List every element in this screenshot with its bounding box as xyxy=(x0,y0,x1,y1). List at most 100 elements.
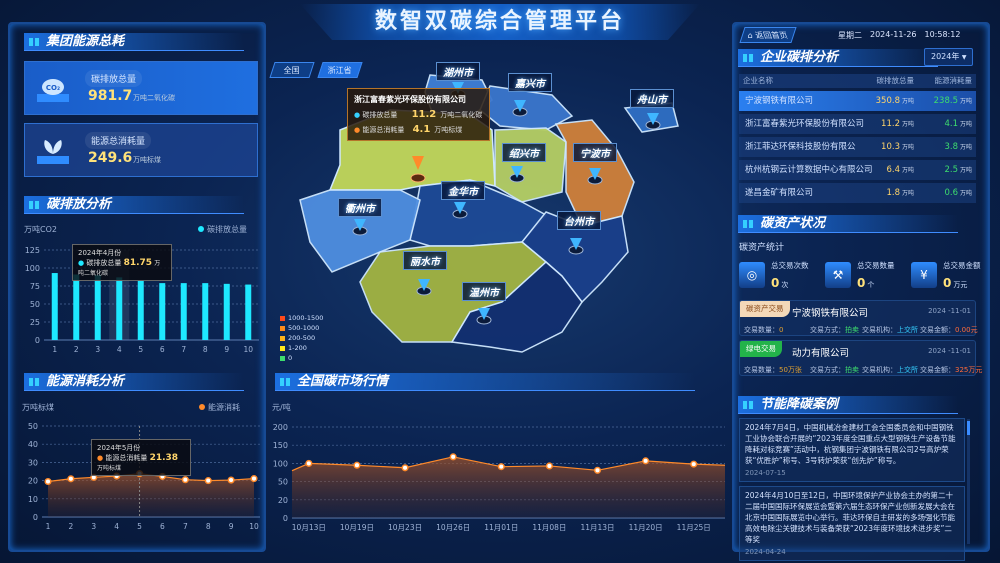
bar[interactable] xyxy=(116,277,123,340)
trade-date: 2024 -11-01 xyxy=(928,347,971,355)
data-point[interactable] xyxy=(305,459,313,467)
map-region[interactable] xyxy=(494,127,567,203)
map-region[interactable] xyxy=(450,260,583,353)
unit: 万吨 xyxy=(959,190,972,197)
city-label[interactable]: 嘉兴市 xyxy=(508,73,552,92)
home-button[interactable]: ⌂ 返回首页 xyxy=(739,27,797,43)
bar[interactable] xyxy=(73,274,80,340)
y-tick-label: 50 xyxy=(278,478,288,487)
x-tick-label: 7 xyxy=(181,345,186,354)
legend-swatch xyxy=(280,345,285,351)
trade-company: 动力有限公司 xyxy=(792,348,850,359)
y-tick-label: 20 xyxy=(28,477,38,486)
bar[interactable] xyxy=(137,280,144,340)
table-row[interactable]: 宁波钢铁有限公司 350.8 万吨 238.5 万吨 xyxy=(739,91,976,111)
x-tick-label: 10月19日 xyxy=(340,523,374,532)
city-label[interactable]: 宁波市 xyxy=(573,143,617,162)
data-point[interactable] xyxy=(353,461,361,469)
case-date: 2024-07-15 xyxy=(745,469,786,477)
city-label[interactable]: 湖州市 xyxy=(436,62,480,81)
table-row[interactable]: 杭州杭钢云计算数据中心有限公司 6.4 万吨 2.5 万吨 xyxy=(739,160,976,180)
trade-card[interactable]: 绿电交易 动力有限公司 2024 -11-01 交易数量：50万张 交易方式：拍… xyxy=(739,340,982,376)
tooltip-unit: 万吨二氧化碳 xyxy=(78,260,161,277)
bar[interactable] xyxy=(159,283,166,340)
x-tick-label: 10 xyxy=(249,522,259,531)
legend-marker xyxy=(198,226,204,232)
map-pin-icon-active[interactable] xyxy=(412,156,424,170)
map-pin-icon[interactable] xyxy=(511,166,523,178)
weekday: 星期二 xyxy=(838,31,862,40)
table-row[interactable]: 遂昌金矿有限公司 1.8 万吨 0.6 万吨 xyxy=(739,183,976,203)
map-pin-icon[interactable] xyxy=(454,202,466,214)
city-label[interactable]: 台州市 xyxy=(557,211,601,230)
table-header: 企业名称 碳排放总量 能源消耗量 xyxy=(739,74,976,88)
data-point[interactable] xyxy=(44,477,52,486)
city-label[interactable]: 丽水市 xyxy=(403,251,447,270)
section-energy-analysis: 能源消耗分析 xyxy=(24,373,244,391)
carbon-chart-tooltip: 2024年4月份 ● 碳排放总量 81.75 万吨二氧化碳 xyxy=(72,244,172,281)
city-label[interactable]: 绍兴市 xyxy=(502,143,546,162)
data-point[interactable] xyxy=(204,477,212,485)
city-label[interactable]: 舟山市 xyxy=(630,89,674,108)
area-fill xyxy=(292,456,725,518)
data-point[interactable] xyxy=(545,462,553,470)
data-point[interactable] xyxy=(497,463,505,471)
method-value: 拍卖 xyxy=(845,366,859,374)
tooltip-value: 21.38 xyxy=(149,453,179,463)
x-tick-label: 8 xyxy=(203,345,208,354)
company-name: 浙江菲达环保科技股份有限公 xyxy=(745,142,856,152)
section-cases: 节能降碳案例 xyxy=(738,396,958,414)
data-point[interactable] xyxy=(181,476,189,484)
carbon-value: 350.8 xyxy=(875,96,900,106)
legend-swatch xyxy=(280,325,285,331)
stat-value: 0 xyxy=(943,276,952,290)
city-label[interactable]: 金华市 xyxy=(441,181,485,200)
data-point[interactable] xyxy=(642,457,650,465)
section-enterprise: 企业碳排分析 xyxy=(738,49,938,67)
news-scrollbar[interactable] xyxy=(967,419,970,544)
map-pin-icon[interactable] xyxy=(418,279,430,291)
table-row[interactable]: 浙江菲达环保科技股份有限公 10.3 万吨 3.8 万吨 xyxy=(739,137,976,157)
map-pin-icon[interactable] xyxy=(354,219,366,231)
bar[interactable] xyxy=(94,275,101,340)
bar[interactable] xyxy=(223,283,230,340)
data-point[interactable] xyxy=(449,453,457,461)
x-tick-label: 5 xyxy=(138,345,143,354)
carbon-value: 1.8 xyxy=(886,188,900,198)
case-text: 2024年4月10日至12日，中国环境保护产业协会主办的第二十二届中国国际环保展… xyxy=(745,491,955,544)
legend-label: 1-200 xyxy=(288,344,307,352)
bar[interactable] xyxy=(180,283,187,340)
case-item[interactable]: 2024年4月10日至12日，中国环境保护产业协会主办的第二十二届中国国际环保展… xyxy=(739,486,965,561)
data-point[interactable] xyxy=(67,475,75,483)
case-item[interactable]: 2024年7月4日，中国机械冶金建材工会全国委员会和中国钢铁工业协会联合开展的“… xyxy=(739,418,965,482)
stat-label: 总交易金额 xyxy=(943,261,981,270)
map-pin-icon[interactable] xyxy=(478,308,490,320)
data-point[interactable] xyxy=(593,466,602,474)
city-label[interactable]: 衢州市 xyxy=(338,198,382,217)
data-point[interactable] xyxy=(227,476,235,484)
trade-company: 宁波钢铁有限公司 xyxy=(792,308,869,319)
year-select[interactable]: 2024年 ▼ xyxy=(924,48,973,66)
scrollbar-thumb[interactable] xyxy=(967,421,970,435)
data-point[interactable] xyxy=(250,475,258,483)
bar[interactable] xyxy=(245,284,252,340)
y-tick-label: 0 xyxy=(33,513,38,522)
map-pin-icon[interactable] xyxy=(570,238,582,250)
bar[interactable] xyxy=(51,273,58,340)
x-tick-label: 11月08日 xyxy=(532,523,566,532)
map-pin-icon[interactable] xyxy=(589,168,601,180)
bar[interactable] xyxy=(202,283,209,340)
table-row[interactable]: 浙江富春紫光环保股份有限公司 11.2 万吨 4.1 万吨 xyxy=(739,114,976,134)
tooltip-company: 浙江富春紫光环保股份有限公司 xyxy=(354,95,466,104)
city-label[interactable]: 温州市 xyxy=(462,282,506,301)
data-point[interactable] xyxy=(690,460,698,468)
x-tick-label: 8 xyxy=(206,522,211,531)
data-point[interactable] xyxy=(401,464,409,472)
map-pin-icon[interactable] xyxy=(647,113,659,125)
map-pin-icon[interactable] xyxy=(514,100,526,112)
column-header: 能源消耗量 xyxy=(934,76,973,85)
company-name: 遂昌金矿有限公司 xyxy=(745,188,814,198)
trade-card[interactable]: 碳资产交易 宁波钢铁有限公司 2024 -11-01 交易数量：0 交易方式：拍… xyxy=(739,300,978,336)
chevron-down-icon: ▼ xyxy=(961,54,967,61)
